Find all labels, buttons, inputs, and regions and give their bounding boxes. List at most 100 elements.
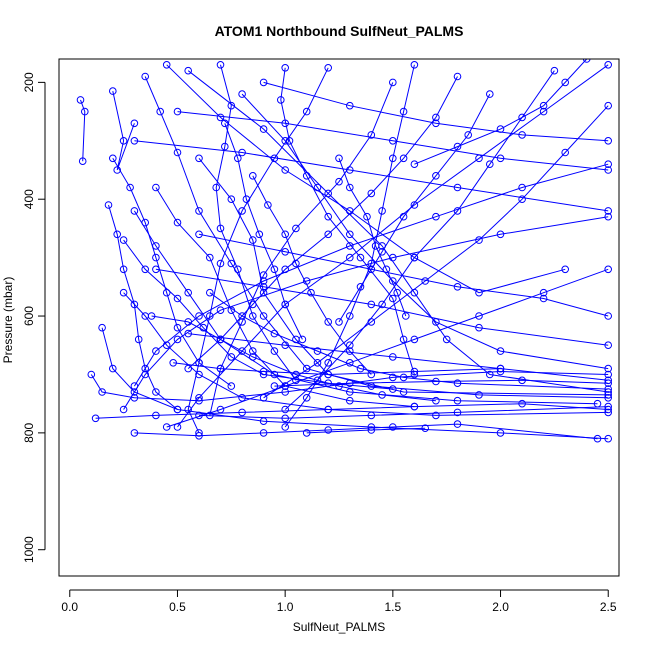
data-point xyxy=(173,218,182,227)
profile-line xyxy=(209,82,394,416)
data-point xyxy=(216,259,225,268)
data-point xyxy=(113,230,122,239)
profile-line xyxy=(252,175,372,375)
data-point xyxy=(346,312,354,320)
data-point xyxy=(518,183,526,192)
data-point xyxy=(249,236,257,244)
data-point xyxy=(561,148,570,157)
data-point xyxy=(313,347,322,355)
data-point xyxy=(307,288,315,297)
data-point xyxy=(173,107,182,116)
data-point xyxy=(302,172,311,180)
data-point xyxy=(335,382,343,390)
chart-title: ATOM1 Northbound SulfNeut_PALMS xyxy=(215,23,464,39)
profile-line xyxy=(263,105,609,399)
y-tick-label: 400 xyxy=(22,189,36,209)
profile-line xyxy=(188,333,609,381)
data-point xyxy=(363,212,371,221)
profile-line xyxy=(112,90,135,171)
data-point xyxy=(104,201,113,209)
profile-line xyxy=(177,64,609,428)
data-point xyxy=(324,318,333,326)
data-point xyxy=(259,283,268,291)
profile-line xyxy=(274,379,609,387)
y-tick-label: 200 xyxy=(22,72,36,92)
data-point xyxy=(453,283,462,291)
data-point xyxy=(270,265,279,274)
data-point xyxy=(195,207,203,215)
data-point xyxy=(152,411,160,420)
data-point xyxy=(604,207,613,215)
data-point xyxy=(130,429,139,437)
data-point xyxy=(130,388,139,396)
data-point xyxy=(156,107,164,116)
data-point xyxy=(432,396,440,405)
data-point xyxy=(281,423,289,431)
data-point xyxy=(539,288,548,297)
data-point xyxy=(561,78,570,87)
data-point xyxy=(539,101,548,110)
data-point xyxy=(518,113,526,122)
data-point xyxy=(184,66,192,75)
data-point xyxy=(378,300,386,309)
profile-line xyxy=(209,292,609,390)
profile-line xyxy=(414,59,588,165)
data-point xyxy=(249,347,257,355)
data-point xyxy=(486,160,494,168)
data-point xyxy=(432,119,440,128)
data-point xyxy=(604,265,613,274)
data-point xyxy=(346,253,354,262)
data-point xyxy=(238,312,246,320)
data-point xyxy=(604,166,613,174)
data-point xyxy=(518,399,526,408)
data-point xyxy=(453,207,462,215)
data-point xyxy=(292,259,300,268)
data-point xyxy=(367,318,376,326)
data-point xyxy=(389,423,397,431)
data-point xyxy=(604,376,613,385)
data-point xyxy=(346,183,354,192)
data-point xyxy=(162,61,171,69)
data-point xyxy=(259,429,268,437)
data-point xyxy=(402,312,410,320)
data-point xyxy=(184,318,192,326)
data-point xyxy=(399,107,408,116)
data-point xyxy=(162,423,171,431)
data-point xyxy=(216,364,225,373)
data-point xyxy=(410,402,419,411)
data-point xyxy=(486,370,494,379)
x-tick-label: 0.0 xyxy=(61,600,78,614)
data-point xyxy=(216,61,225,69)
x-tick-label: 0.5 xyxy=(169,600,186,614)
data-point xyxy=(496,154,505,163)
data-point xyxy=(130,394,139,402)
data-point xyxy=(141,72,149,81)
data-point xyxy=(367,300,376,309)
data-point xyxy=(604,137,613,145)
data-point xyxy=(184,364,192,373)
data-point xyxy=(173,335,182,344)
profile-line xyxy=(224,123,303,340)
data-point xyxy=(324,189,333,198)
data-point xyxy=(281,137,289,145)
data-point xyxy=(389,137,397,145)
data-point xyxy=(249,172,257,180)
data-point xyxy=(238,318,246,326)
data-point xyxy=(453,420,462,428)
data-point xyxy=(604,101,613,110)
data-point xyxy=(221,119,229,128)
data-point xyxy=(98,323,106,332)
profile-line xyxy=(155,268,609,346)
profile-line xyxy=(187,76,458,369)
data-point xyxy=(324,405,333,414)
data-point xyxy=(582,59,591,63)
data-point xyxy=(475,323,483,332)
data-point xyxy=(238,394,246,402)
profile-line xyxy=(338,93,491,323)
data-point xyxy=(604,434,613,443)
data-point xyxy=(238,90,246,98)
data-point xyxy=(421,277,430,285)
data-point xyxy=(195,432,203,440)
data-point xyxy=(367,265,376,274)
data-point xyxy=(432,172,440,180)
